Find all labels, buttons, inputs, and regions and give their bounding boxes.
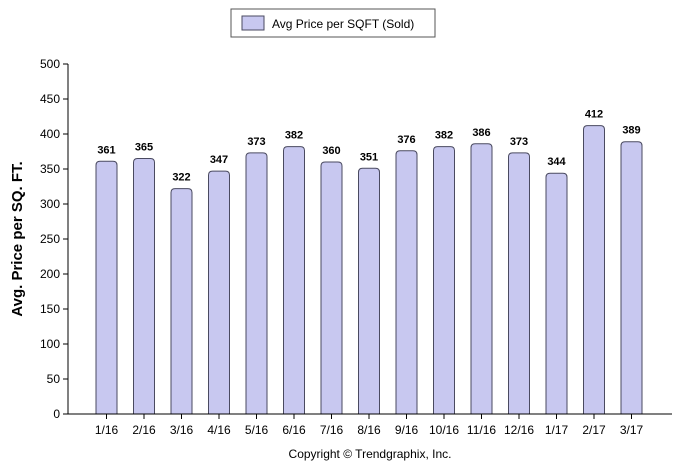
- x-axis-ticks: 1/16 2/16 3/16 4/16 5/16 6/16 7/16 8/16 9/16 10/1…: [95, 414, 644, 437]
- x-tick-label: 10/16: [429, 423, 459, 437]
- y-tick-label: 450: [40, 92, 60, 106]
- y-tick-label: 150: [40, 302, 60, 316]
- data-label: 361: [97, 144, 115, 156]
- y-tick-label: 300: [40, 197, 60, 211]
- bar-7-16: [320, 161, 343, 415]
- data-label: 365: [135, 142, 153, 154]
- y-axis-title: Avg. Price per SQ. FT.: [9, 161, 26, 316]
- x-tick-label: 1/17: [545, 423, 569, 437]
- x-tick-label: 1/16: [95, 423, 119, 437]
- bars: [95, 125, 643, 415]
- bar-6-16: [283, 146, 305, 415]
- data-label: 389: [622, 125, 640, 137]
- x-tick-label: 11/16: [467, 423, 496, 437]
- data-label: 351: [360, 151, 378, 163]
- data-label: 373: [510, 136, 528, 148]
- bar-2-17: [583, 125, 605, 415]
- data-labels: 361 365 322 347 373 382 360 351 376 382 386 373 344 4…: [97, 109, 640, 184]
- bar-3-16: [170, 188, 193, 415]
- bar-3-17: [620, 141, 643, 415]
- data-label: 382: [285, 130, 303, 142]
- data-label: 360: [322, 145, 340, 157]
- bar-4-16: [208, 170, 230, 415]
- legend: Avg Price per SQFT (Sold): [230, 8, 436, 38]
- y-tick-label: 400: [40, 127, 60, 141]
- bar-9-16: [395, 150, 418, 415]
- data-label: 347: [210, 154, 228, 166]
- data-label: 344: [547, 156, 566, 168]
- bar-2-16: [133, 158, 155, 415]
- x-tick-label: 4/16: [207, 423, 231, 437]
- y-tick-label: 0: [53, 407, 60, 421]
- y-tick-label: 200: [40, 267, 60, 281]
- y-tick-label: 250: [40, 232, 60, 246]
- y-tick-label: 50: [47, 372, 61, 386]
- data-label: 322: [172, 172, 190, 184]
- legend-swatch: [241, 15, 265, 31]
- x-tick-label: 3/17: [620, 423, 644, 437]
- bar-1-17: [545, 172, 568, 415]
- bar-8-16: [358, 167, 380, 415]
- copyright-text: Copyright © Trendgraphix, Inc.: [289, 447, 452, 461]
- y-axis-ticks: 0 50 100 150 200 250 300 350 400 450 500: [40, 57, 68, 421]
- data-label: 382: [435, 130, 453, 142]
- legend-label: Avg Price per SQFT (Sold): [272, 17, 414, 31]
- y-tick-label: 350: [40, 162, 60, 176]
- data-label: 412: [585, 109, 603, 121]
- y-tick-label: 100: [40, 337, 60, 351]
- y-tick-label: 500: [40, 57, 60, 71]
- data-label: 386: [472, 127, 490, 139]
- x-tick-label: 5/16: [245, 423, 269, 437]
- bar-11-16: [470, 143, 493, 415]
- legend-box: [230, 8, 436, 38]
- x-tick-label: 7/16: [320, 423, 344, 437]
- data-label: 376: [397, 134, 415, 146]
- bar-5-16: [245, 152, 268, 415]
- bar-12-16: [508, 152, 530, 415]
- x-tick-label: 6/16: [282, 423, 306, 437]
- x-tick-label: 9/16: [395, 423, 419, 437]
- x-tick-label: 2/16: [132, 423, 156, 437]
- x-tick-label: 2/17: [582, 423, 606, 437]
- x-tick-label: 3/16: [170, 423, 194, 437]
- bar-10-16: [433, 146, 455, 415]
- bar-1-16: [95, 160, 118, 415]
- x-tick-label: 12/16: [504, 423, 534, 437]
- data-label: 373: [247, 136, 265, 148]
- x-tick-label: 8/16: [357, 423, 381, 437]
